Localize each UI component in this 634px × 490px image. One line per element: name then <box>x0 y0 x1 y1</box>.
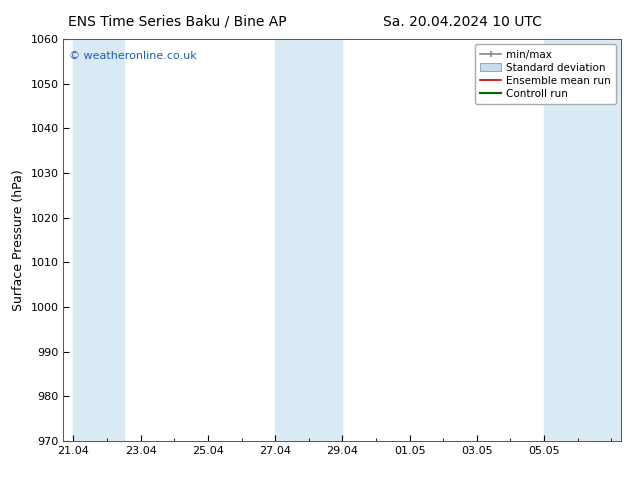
Bar <box>74 39 124 441</box>
Bar <box>275 39 342 441</box>
Legend: min/max, Standard deviation, Ensemble mean run, Controll run: min/max, Standard deviation, Ensemble me… <box>475 45 616 104</box>
Text: © weatheronline.co.uk: © weatheronline.co.uk <box>69 51 197 61</box>
Y-axis label: Surface Pressure (hPa): Surface Pressure (hPa) <box>12 169 25 311</box>
Bar <box>544 39 621 441</box>
Text: ENS Time Series Baku / Bine AP: ENS Time Series Baku / Bine AP <box>68 15 287 29</box>
Text: Sa. 20.04.2024 10 UTC: Sa. 20.04.2024 10 UTC <box>384 15 542 29</box>
